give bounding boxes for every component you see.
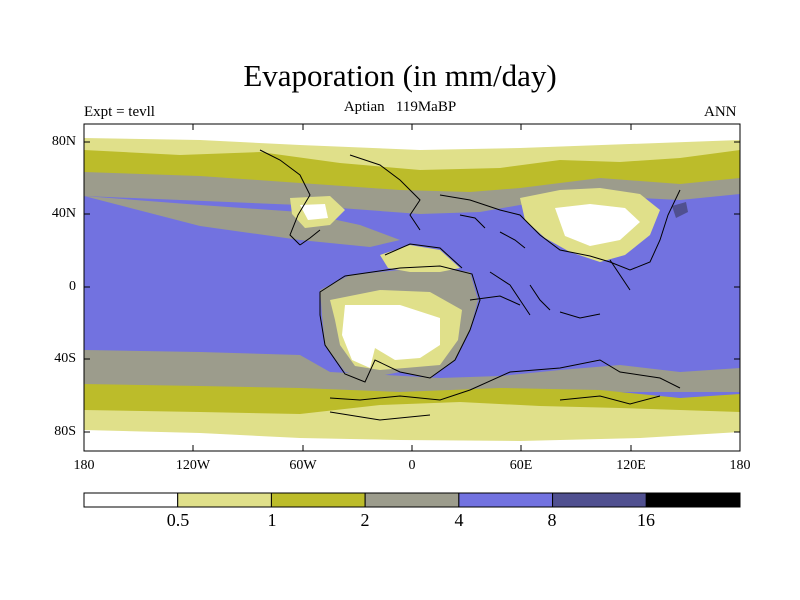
- colorbar-label: 0.5: [166, 510, 190, 530]
- land-0-5-1-north-africa: [380, 245, 460, 272]
- colorbar-box: [458, 492, 554, 508]
- land-lt-0-5-asia: [555, 204, 640, 246]
- colorbar-label: 4: [454, 510, 464, 530]
- colorbar-label: 1: [267, 510, 277, 530]
- lon-tick-label: 180: [73, 458, 95, 473]
- island-coasts: [459, 214, 631, 319]
- colorbar-box: [645, 492, 741, 508]
- band-lt-0-5-south: [84, 430, 740, 451]
- lat-tick-label: 80N: [51, 134, 76, 149]
- lon-tick-label: 0: [408, 458, 416, 473]
- map-subtitle: Aptian 119MaBP: [343, 99, 457, 115]
- band-2-4-south: [84, 350, 740, 392]
- colorbar-box: [552, 492, 647, 508]
- colorbar-label: 16: [637, 510, 655, 530]
- land-lt-0-5-south-continent: [342, 305, 440, 368]
- colorbar-label: 2: [360, 510, 370, 530]
- colorbar: [83, 492, 741, 508]
- experiment-label: Expt = tevll: [84, 104, 155, 120]
- lat-tick-label: 40S: [54, 351, 76, 366]
- band-2-4-north-tongue: [84, 196, 400, 247]
- lat-tick-label: 80S: [54, 424, 76, 439]
- colorbar-label: 8: [547, 510, 557, 530]
- axis-ticks: [83, 124, 741, 451]
- lon-tick-label: 180: [729, 458, 751, 473]
- lat-tick-label: 40N: [51, 206, 76, 221]
- lon-tick-label: 120E: [616, 458, 646, 473]
- lat-tick-label: 0: [69, 279, 76, 294]
- coastlines: [259, 149, 681, 421]
- colorbar-box: [364, 492, 460, 508]
- band-8-16-patch: [672, 202, 688, 218]
- map-title: Evaporation (in mm/day): [243, 58, 557, 93]
- map-plot-area: [84, 124, 740, 451]
- lon-tick-label: 60W: [289, 458, 317, 473]
- land-lt-0-5-nam: [300, 204, 328, 220]
- band-lt-0-5-north: [84, 124, 740, 150]
- colorbar-box: [177, 492, 272, 508]
- lon-tick-label: 120W: [175, 458, 211, 473]
- lon-tick-label: 60E: [509, 458, 533, 473]
- season-label: ANN: [704, 104, 737, 120]
- colorbar-box: [270, 492, 366, 508]
- colorbar-box: [83, 492, 179, 508]
